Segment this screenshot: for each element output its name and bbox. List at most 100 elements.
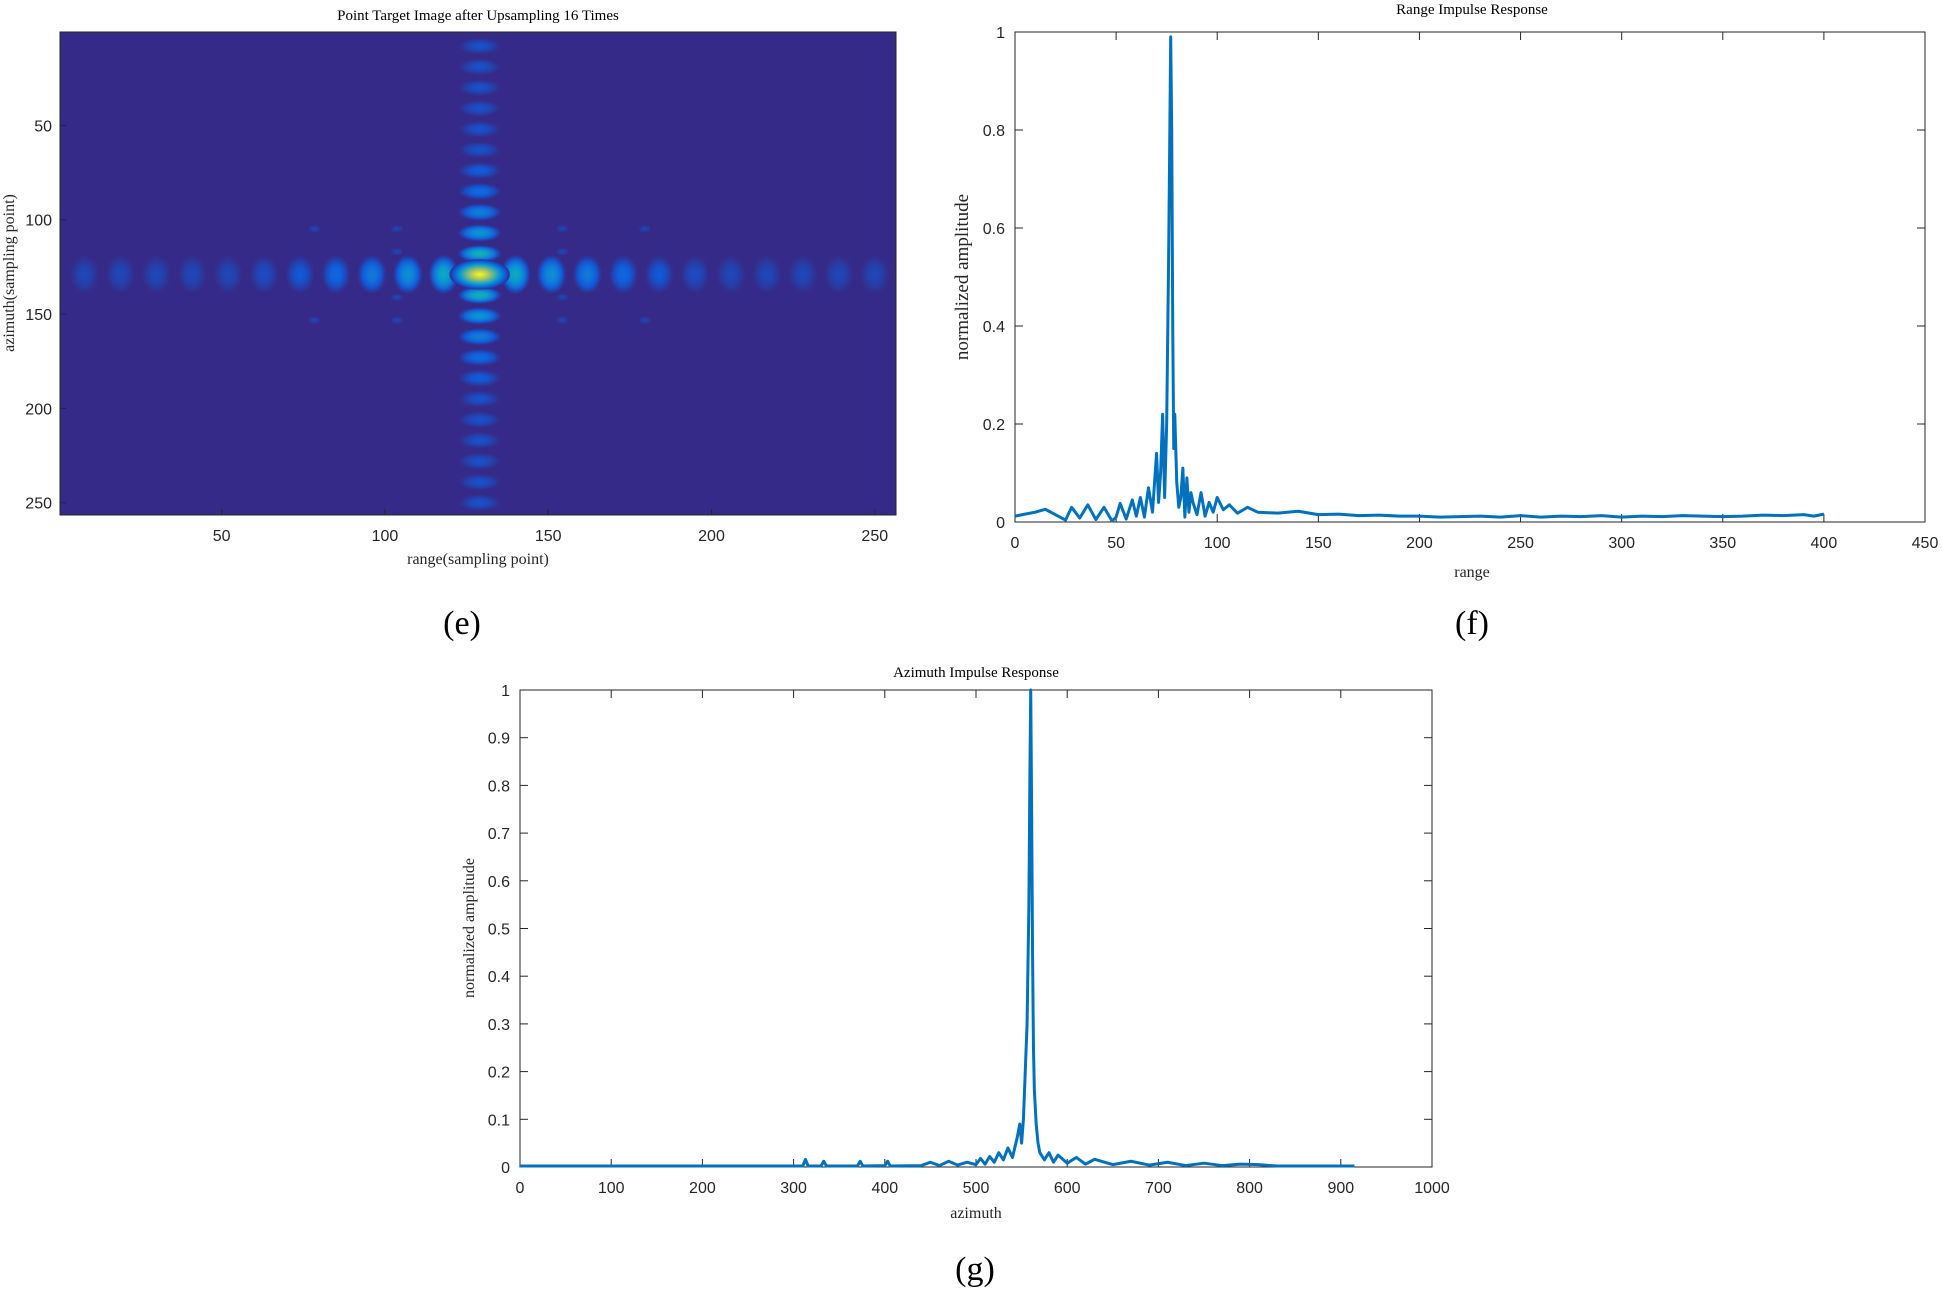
x-tick-label: 200 — [689, 1180, 716, 1197]
x-tick-label: 400 — [1811, 535, 1838, 552]
range-sidelobe — [320, 254, 351, 295]
x-tick-label: 450 — [1912, 535, 1939, 552]
azimuth-sidelobe — [457, 99, 502, 118]
azimuth-sidelobe — [457, 307, 502, 325]
azimuth-sidelobe — [457, 431, 502, 450]
heatmap-sidelobes — [69, 37, 890, 512]
panel-g-x-label: azimuth — [950, 1205, 1002, 1222]
range-sidelobe — [751, 254, 783, 295]
cross-sidelobe — [389, 224, 405, 233]
x-tick-label: 50 — [213, 528, 231, 545]
panel-f-x-ticks: 0 50 100 150 200 250 300 350 400 450 — [1011, 32, 1939, 552]
x-tick-label: 200 — [1406, 535, 1433, 552]
panel-f-axes-box — [1014, 31, 1926, 523]
range-sidelobe — [572, 254, 603, 295]
range-sidelobe — [823, 254, 854, 295]
x-tick-label: 700 — [1145, 1180, 1172, 1197]
cross-sidelobe — [637, 224, 653, 233]
panel-g-x-ticks: 0 100 200 300 400 500 600 700 800 900 1000 — [516, 690, 1450, 1197]
y-tick-label: 1 — [501, 683, 510, 700]
range-sidelobe — [536, 254, 567, 295]
panel-g-y-label: normalized amplitude — [461, 858, 478, 998]
range-sidelobe — [859, 254, 890, 295]
range-sidelobe — [105, 254, 136, 295]
azimuth-sidelobe — [457, 411, 502, 429]
panel-f-title: Range Impulse Response — [1396, 2, 1548, 18]
x-tick-label: 1000 — [1414, 1180, 1450, 1197]
y-tick-label: 0.2 — [488, 1065, 510, 1082]
azimuth-sidelobe — [457, 224, 502, 242]
x-tick-label: 150 — [535, 528, 562, 545]
azimuth-sidelobe — [457, 473, 502, 491]
azimuth-sidelobe — [457, 328, 502, 346]
cross-sidelobe — [637, 315, 653, 325]
y-tick-label: 0.2 — [983, 417, 1005, 434]
x-tick-label: 250 — [1507, 535, 1534, 552]
x-tick-label: 0 — [1011, 535, 1020, 552]
range-sidelobe — [285, 254, 316, 295]
azimuth-sidelobe — [457, 141, 502, 159]
x-tick-label: 500 — [963, 1180, 990, 1197]
y-tick-label: 0.3 — [488, 1017, 510, 1034]
panel-g-axes-box — [519, 689, 1433, 1168]
y-tick-label: 1 — [996, 25, 1005, 42]
y-tick-label: 100 — [25, 213, 52, 230]
panel-e: Point Target Image after Upsampling 16 T… — [1, 8, 897, 642]
cross-sidelobe — [389, 293, 405, 302]
range-sidelobe — [177, 254, 208, 295]
x-tick-label: 50 — [1107, 535, 1125, 552]
cross-sidelobe — [307, 224, 322, 233]
azimuth-sidelobe — [457, 369, 502, 387]
panel-f-series-line — [1014, 35, 1825, 523]
panel-f: Range Impulse Response 0 50 100 150 200 250 30… — [952, 2, 1938, 642]
azimuth-sidelobe — [457, 120, 502, 138]
x-tick-label: 300 — [1608, 535, 1635, 552]
y-tick-label: 0.5 — [488, 922, 510, 939]
y-tick-label: 200 — [25, 401, 52, 418]
range-sidelobe — [213, 254, 244, 295]
y-tick-label: 0.6 — [488, 874, 510, 891]
x-tick-label: 100 — [1204, 535, 1231, 552]
azimuth-sidelobe — [457, 348, 502, 367]
y-tick-label: 0.7 — [488, 826, 510, 843]
range-sidelobe — [500, 254, 531, 295]
y-tick-label: 50 — [34, 118, 52, 135]
x-tick-label: 800 — [1236, 1180, 1263, 1197]
x-tick-label: 100 — [372, 528, 399, 545]
y-tick-label: 0.9 — [488, 731, 510, 748]
panel-e-x-label: range(sampling point) — [407, 551, 549, 568]
range-sidelobe — [141, 254, 172, 295]
y-tick-label: 0.4 — [488, 969, 510, 986]
y-tick-label: 0.1 — [488, 1112, 510, 1129]
azimuth-sidelobe — [457, 203, 502, 221]
y-tick-label: 0.4 — [983, 319, 1005, 336]
panel-g-title: Azimuth Impulse Response — [893, 665, 1059, 681]
azimuth-sidelobe — [457, 390, 502, 408]
x-tick-label: 100 — [598, 1180, 625, 1197]
panel-f-y-label: normalized amplitude — [952, 194, 973, 360]
panel-e-title: Point Target Image after Upsampling 16 T… — [337, 8, 619, 24]
y-tick-label: 0 — [501, 1160, 510, 1177]
panel-f-x-label: range — [1454, 564, 1490, 581]
azimuth-sidelobe — [457, 182, 502, 201]
range-sidelobe — [356, 254, 387, 295]
panel-e-x-ticks: 50 100 150 200 250 — [213, 509, 888, 545]
cross-sidelobe — [555, 293, 570, 302]
azimuth-sidelobe — [457, 58, 502, 76]
azimuth-sidelobe — [457, 161, 502, 180]
range-sidelobe — [716, 254, 747, 295]
panel-e-caption: (e) — [443, 605, 481, 642]
x-tick-label: 200 — [698, 528, 725, 545]
y-tick-label: 0 — [996, 515, 1005, 532]
range-sidelobe — [428, 254, 459, 295]
azimuth-sidelobe — [457, 494, 502, 512]
x-tick-label: 350 — [1709, 535, 1736, 552]
range-sidelobe — [608, 254, 639, 295]
y-tick-label: 250 — [25, 496, 52, 513]
panel-e-axes-box — [59, 31, 897, 516]
panel-f-caption: (f) — [1455, 605, 1489, 642]
x-tick-label: 300 — [780, 1180, 807, 1197]
range-sidelobe — [392, 254, 423, 295]
cross-sidelobe — [555, 315, 570, 325]
